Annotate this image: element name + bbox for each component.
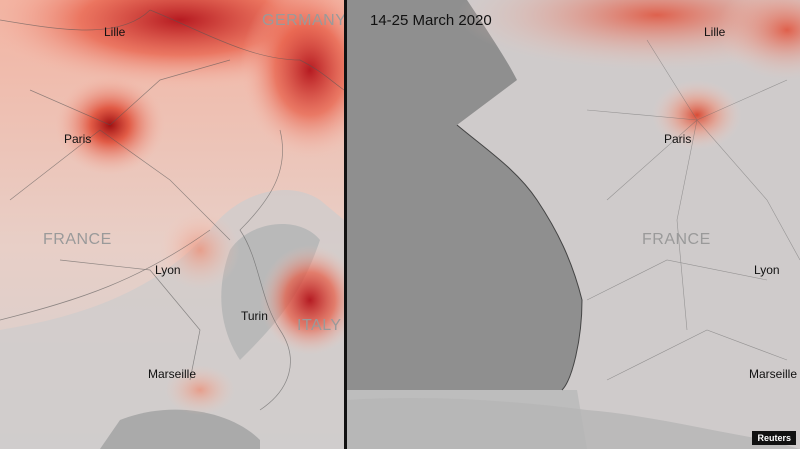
country-label-italy: ITALY — [297, 317, 342, 334]
city-label-lille-right: Lille — [704, 25, 726, 39]
right-map-panel — [347, 0, 800, 449]
city-label-turin: Turin — [241, 309, 268, 323]
city-label-marseille-right: Marseille — [749, 367, 798, 381]
city-label-paris-right: Paris — [664, 132, 692, 146]
city-label-paris: Paris — [64, 132, 92, 146]
country-label-germany: GERMANY — [262, 12, 344, 29]
country-label-france-right: FRANCE — [642, 231, 711, 248]
city-label-lille: Lille — [104, 25, 126, 39]
city-label-lyon-right: Lyon — [754, 263, 780, 277]
panel-divider — [344, 0, 347, 449]
city-label-marseille: Marseille — [148, 367, 197, 381]
country-label-france: FRANCE — [43, 231, 112, 248]
left-map-graphic — [0, 0, 344, 449]
credit-badge: Reuters — [752, 431, 796, 445]
city-label-lyon: Lyon — [155, 263, 181, 277]
date-range-label: 14-25 March 2020 — [370, 12, 492, 29]
right-map-graphic — [347, 0, 800, 449]
left-map-panel: GERMANY Lille Paris FRANCE Lyon Turin IT… — [0, 0, 344, 449]
